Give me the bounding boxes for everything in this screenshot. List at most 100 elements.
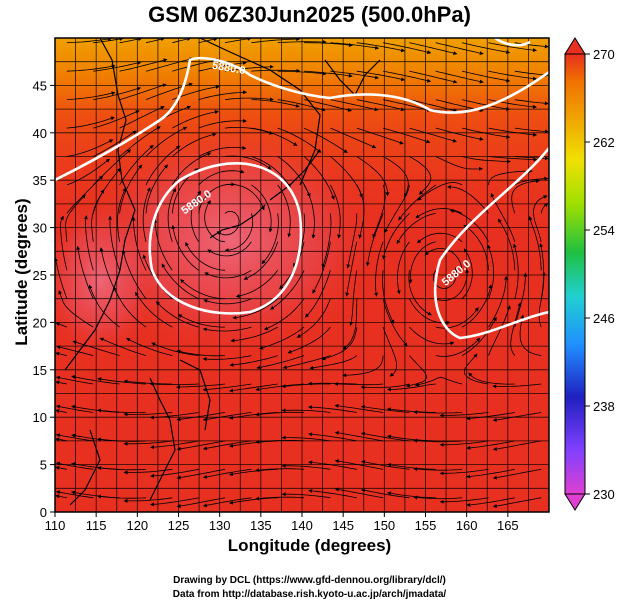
streamline bbox=[304, 270, 331, 318]
x-tick-label: 125 bbox=[168, 518, 190, 533]
streamline bbox=[172, 110, 219, 129]
streamline bbox=[387, 434, 436, 442]
streamline bbox=[396, 213, 436, 245]
colorbar: 230 238 246 254 262 270 bbox=[564, 37, 615, 511]
streamline bbox=[229, 468, 278, 477]
streamline bbox=[277, 127, 322, 153]
colorbar-tick-label: 238 bbox=[593, 399, 615, 414]
streamline bbox=[409, 70, 458, 84]
streamline bbox=[88, 284, 120, 328]
streamline bbox=[466, 468, 515, 479]
y-axis-ticks: 0 5 10 15 20 25 30 35 40 45 bbox=[33, 78, 55, 520]
streamline bbox=[463, 224, 489, 271]
streamline bbox=[277, 40, 327, 45]
streamline bbox=[119, 58, 168, 72]
streamline bbox=[123, 412, 173, 417]
streamline bbox=[176, 412, 226, 422]
streamline bbox=[190, 190, 202, 243]
streamline bbox=[151, 342, 199, 356]
streamline bbox=[97, 494, 147, 499]
x-tick-label: 145 bbox=[332, 518, 354, 533]
streamline bbox=[232, 298, 278, 320]
colorbar-tick-label: 246 bbox=[593, 311, 615, 326]
streamline bbox=[255, 439, 305, 444]
streamline bbox=[55, 461, 94, 470]
streamline bbox=[384, 184, 410, 234]
streamline bbox=[346, 213, 358, 269]
streamline bbox=[330, 127, 377, 149]
streamline bbox=[435, 337, 481, 357]
streamline bbox=[150, 468, 199, 478]
x-tick-label: 150 bbox=[373, 518, 395, 533]
streamline bbox=[321, 327, 358, 361]
streamline bbox=[415, 376, 463, 387]
y-tick-label: 25 bbox=[33, 268, 47, 283]
streamline bbox=[334, 430, 384, 442]
y-axis-label: Latitude (degrees) bbox=[12, 198, 31, 346]
colorbar-gradient bbox=[564, 53, 586, 495]
streamline bbox=[277, 184, 292, 238]
streamline bbox=[409, 127, 457, 143]
streamline bbox=[198, 145, 247, 157]
streamline bbox=[119, 83, 167, 100]
x-axis-ticks: 110 115 120 125 130 135 140 145 150 155 160 165 bbox=[45, 512, 519, 533]
streamline bbox=[296, 298, 331, 338]
y-tick-label: 45 bbox=[33, 78, 47, 93]
streamline bbox=[207, 241, 252, 257]
streamline bbox=[145, 145, 181, 186]
streamline bbox=[93, 38, 124, 44]
colorbar-tick-label: 270 bbox=[593, 47, 615, 62]
wind-streamlines bbox=[55, 38, 549, 508]
streamline bbox=[185, 241, 226, 271]
streamline bbox=[330, 70, 379, 80]
streamline bbox=[435, 268, 470, 301]
streamline bbox=[161, 263, 199, 300]
streamline bbox=[55, 437, 67, 442]
streamline bbox=[356, 42, 406, 53]
streamline bbox=[198, 118, 247, 129]
streamline bbox=[230, 326, 278, 343]
streamline bbox=[345, 241, 358, 297]
streamline bbox=[342, 355, 384, 378]
streamline bbox=[176, 497, 226, 508]
streamline bbox=[492, 383, 542, 389]
x-tick-label: 135 bbox=[250, 518, 272, 533]
streamline bbox=[55, 404, 94, 413]
streamline bbox=[387, 462, 436, 470]
streamline bbox=[119, 144, 154, 186]
streamline bbox=[83, 215, 94, 271]
streamline bbox=[261, 213, 279, 265]
streamline bbox=[533, 195, 548, 242]
streamline bbox=[308, 488, 357, 499]
streamline bbox=[176, 468, 226, 480]
streamline bbox=[224, 213, 254, 253]
contour-line-ne-corner bbox=[494, 38, 531, 47]
streamline bbox=[125, 337, 173, 356]
streamline bbox=[303, 156, 335, 200]
x-tick-label: 115 bbox=[86, 518, 107, 533]
streamline bbox=[121, 249, 147, 299]
streamline bbox=[514, 99, 549, 106]
streamline bbox=[466, 497, 515, 507]
streamline bbox=[334, 459, 384, 470]
streamline bbox=[277, 70, 327, 76]
streamline bbox=[435, 127, 484, 141]
streamline bbox=[462, 99, 511, 111]
colorbar-tick-label: 254 bbox=[593, 223, 615, 238]
streamline bbox=[415, 208, 463, 219]
colorbar-top-arrow bbox=[564, 37, 586, 55]
streamline bbox=[304, 42, 353, 48]
streamline bbox=[202, 326, 252, 332]
streamline bbox=[55, 380, 67, 385]
streamline bbox=[349, 270, 358, 326]
streamline bbox=[330, 99, 379, 112]
streamline bbox=[176, 349, 226, 357]
streamline bbox=[374, 241, 384, 297]
streamline bbox=[72, 340, 120, 356]
streamline bbox=[321, 213, 332, 269]
streamline bbox=[76, 245, 94, 299]
streamline bbox=[439, 468, 489, 476]
streamline bbox=[198, 38, 218, 44]
streamline bbox=[356, 184, 365, 239]
